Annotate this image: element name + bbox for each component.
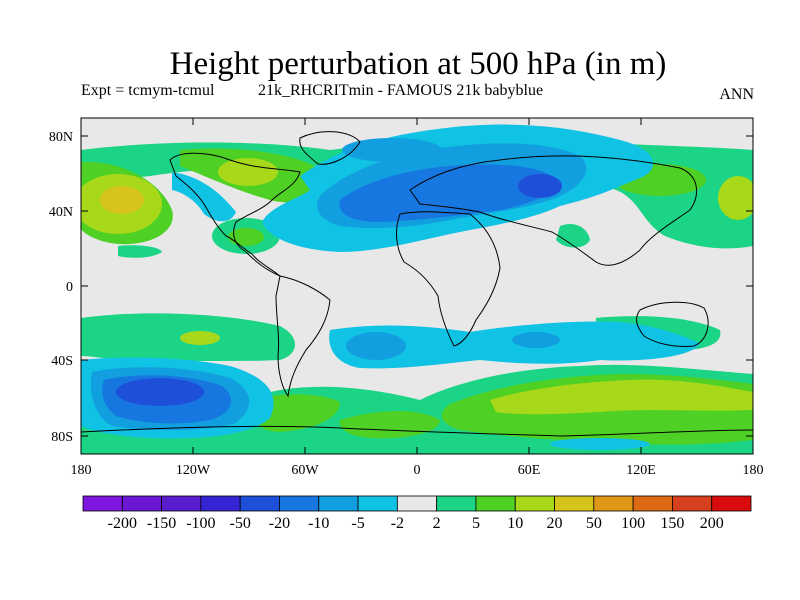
coastlines <box>81 131 753 437</box>
colorbar-swatch <box>672 495 713 512</box>
lon-label: 120W <box>176 463 211 478</box>
lon-label: 180 <box>71 463 92 478</box>
contour-dateline-20 <box>718 176 753 220</box>
contour-south-pacific-minus20 <box>116 378 204 406</box>
lat-label: 0 <box>66 280 73 295</box>
colorbar-swatch <box>632 495 673 512</box>
colorbar-label: 50 <box>586 515 602 532</box>
antarctica-coast <box>81 425 753 437</box>
colorbar-swatch <box>82 495 123 512</box>
colorbar-swatch <box>554 495 595 512</box>
colorbar-label: -2 <box>391 515 404 532</box>
lon-label: 0 <box>414 463 421 478</box>
axis-ticks <box>81 118 753 454</box>
colorbar-label: -200 <box>108 515 137 532</box>
contour-south-atlantic-minus5 <box>346 332 406 360</box>
colorbar-swatch <box>711 495 752 512</box>
latitude-labels: 80N 40N 0 40S 80S <box>49 130 73 445</box>
colorbar-swatch <box>514 495 555 512</box>
lon-label: 120E <box>626 463 656 478</box>
colorbar-swatch <box>279 495 320 512</box>
colorbar-swatch <box>396 495 438 512</box>
contour-gulf-10 <box>228 228 264 246</box>
experiment-label: Expt = tcmym-tcmul <box>81 82 215 99</box>
contour-europe-minus20 <box>518 174 562 198</box>
colorbar-label: -150 <box>147 515 176 532</box>
colorbar-swatch <box>239 495 280 512</box>
contour-south-atlantic-minus2 <box>329 321 700 369</box>
lon-label: 60W <box>291 463 319 478</box>
africa-coast <box>396 211 501 347</box>
contour-canada-20 <box>218 158 278 186</box>
colorbar-label: 150 <box>660 515 684 532</box>
longitude-labels: 180 120W 60W 0 60E 120E 180 <box>71 463 764 478</box>
colorbar-swatch <box>357 495 398 512</box>
colorbar-swatch <box>593 495 634 512</box>
season-label: ANN <box>719 86 754 103</box>
australia-coast <box>636 301 709 347</box>
contour-north-pacific-50 <box>100 186 144 214</box>
colorbar-label: -50 <box>230 515 251 532</box>
contour-antarctic-minus2 <box>550 438 650 450</box>
colorbar-swatch <box>436 495 477 512</box>
colorbar: -200 -150 -100 -50 -20 -10 -5 -2 2 5 10 20 50 100 150 2… <box>82 495 752 532</box>
lon-label: 180 <box>743 463 764 478</box>
colorbar-label: -5 <box>351 515 364 532</box>
eurasia-coast <box>409 155 698 266</box>
run-label: 21k_RHCRITmin - FAMOUS 21k babyblue <box>258 82 544 99</box>
colorbar-label: 5 <box>472 515 480 532</box>
contour-east-pacific-low <box>172 172 236 222</box>
colorbar-label: -20 <box>269 515 290 532</box>
greenland-coast <box>299 131 361 165</box>
lat-label: 40N <box>49 205 73 220</box>
colorbar-label: 10 <box>507 515 523 532</box>
colorbar-swatch <box>475 495 516 512</box>
lat-label: 80S <box>51 430 73 445</box>
lon-label: 60E <box>518 463 541 478</box>
colorbar-swatch <box>161 495 202 512</box>
north-america-coast <box>169 152 301 277</box>
contour-indian-minus5 <box>512 332 560 348</box>
contour-south-pacific-20 <box>180 331 220 345</box>
colorbar-label: 2 <box>433 515 441 532</box>
colorbar-swatch <box>200 495 241 512</box>
colorbar-label: 100 <box>621 515 645 532</box>
colorbar-swatch <box>318 495 359 512</box>
contour-north-pacific-edge <box>118 245 162 258</box>
lat-label: 80N <box>49 130 73 145</box>
colorbar-label: 20 <box>547 515 563 532</box>
south-america-coast <box>275 275 331 398</box>
colorbar-label: -100 <box>186 515 215 532</box>
plot-title: Height perturbation at 500 hPa (in m) <box>169 46 667 82</box>
contour-field <box>81 118 753 454</box>
colorbar-label: -10 <box>308 515 329 532</box>
contour-southern-ocean-20 <box>490 379 753 415</box>
colorbar-swatch <box>121 495 162 512</box>
contour-arabia-5 <box>556 223 590 248</box>
contour-arctic-minus5 <box>342 138 442 162</box>
lat-label: 40S <box>51 354 73 369</box>
contour-atlantic-minus10 <box>339 164 556 222</box>
colorbar-label: 200 <box>700 515 724 532</box>
